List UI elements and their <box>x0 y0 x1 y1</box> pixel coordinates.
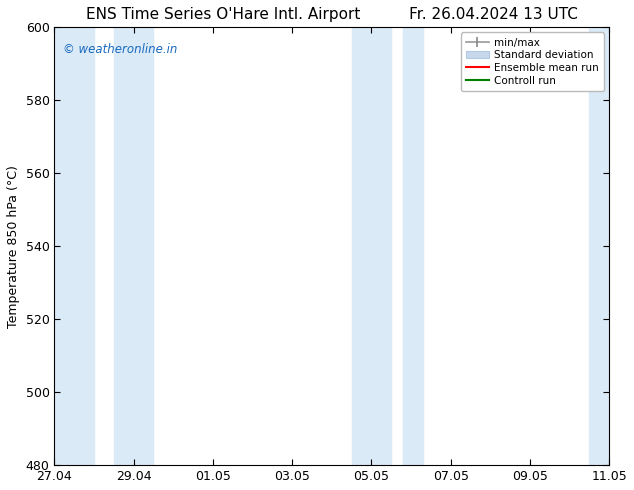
Bar <box>114 27 153 465</box>
Text: © weatheronline.in: © weatheronline.in <box>63 43 177 55</box>
Title: ENS Time Series O'Hare Intl. Airport          Fr. 26.04.2024 13 UTC: ENS Time Series O'Hare Intl. Airport Fr.… <box>86 7 578 22</box>
Bar <box>55 27 94 465</box>
Y-axis label: Temperature 850 hPa (°C): Temperature 850 hPa (°C) <box>7 165 20 328</box>
Bar <box>352 27 391 465</box>
Bar <box>403 27 423 465</box>
Legend: min/max, Standard deviation, Ensemble mean run, Controll run: min/max, Standard deviation, Ensemble me… <box>461 32 604 91</box>
Bar <box>590 27 609 465</box>
